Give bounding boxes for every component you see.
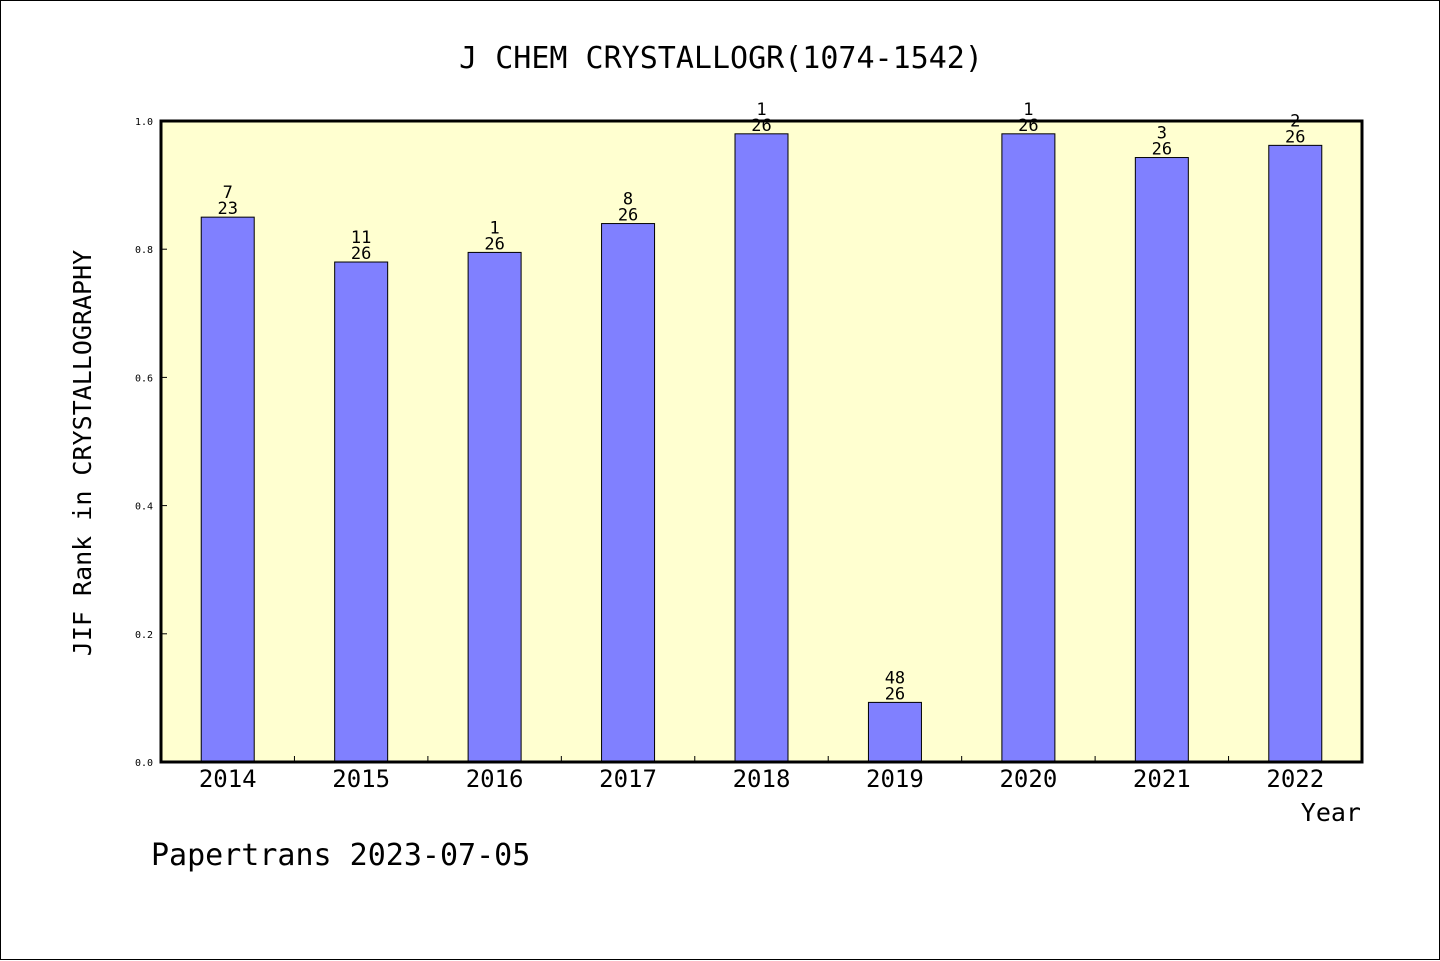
x-axis-ticks: 2014 2015 2016 2017 2018 2019 2020 2021 2022 — [199, 756, 1324, 793]
rank-label: 1 — [489, 218, 499, 238]
total-label: 26 — [351, 244, 371, 264]
total-label: 26 — [1285, 127, 1305, 147]
bar-2017 — [601, 223, 656, 763]
total-label: 23 — [217, 199, 237, 219]
total-label: 26 — [885, 684, 905, 704]
x-axis-label: Year — [1301, 798, 1361, 827]
x-tick-label: 2016 — [466, 765, 524, 793]
y-tick-label: 0.8 — [135, 245, 153, 256]
plot-border — [159, 119, 1364, 764]
bar-2020 — [1001, 133, 1056, 763]
x-tick-label: 2021 — [1133, 765, 1191, 793]
rank-label: 11 — [351, 228, 371, 248]
bar-2019 — [867, 701, 922, 763]
total-label: 26 — [618, 206, 638, 226]
bar-2021 — [1134, 157, 1189, 763]
footer-stamp: Papertrans 2023-07-05 — [151, 838, 530, 873]
x-tick-label: 2017 — [599, 765, 657, 793]
bar-2015 — [334, 261, 389, 763]
chart-title: J CHEM CRYSTALLOGR(1074-1542) — [459, 41, 983, 76]
bar-2018 — [734, 133, 789, 763]
bars-group — [200, 133, 1323, 763]
y-axis-label: JIF Rank in CRYSTALLOGRAPHY — [68, 250, 97, 656]
total-label: 26 — [1018, 116, 1038, 136]
rank-label: 3 — [1157, 124, 1167, 144]
x-tick-label: 2015 — [332, 765, 390, 793]
total-label: 26 — [1152, 140, 1172, 160]
x-tick-label: 2022 — [1266, 765, 1324, 793]
y-tick-label: 0.6 — [135, 373, 153, 384]
y-tick-label: 0.0 — [135, 758, 153, 769]
rank-label: 1 — [756, 100, 766, 120]
y-tick-label: 0.4 — [135, 502, 153, 513]
x-tick-label: 2018 — [733, 765, 791, 793]
rank-label: 7 — [223, 183, 233, 203]
rank-label: 1 — [1023, 100, 1033, 120]
y-tick-label: 1.0 — [135, 117, 153, 128]
total-label: 26 — [484, 234, 504, 254]
total-label: 26 — [751, 116, 771, 136]
y-tick-label: 0.2 — [135, 630, 153, 641]
bar-2014 — [200, 216, 255, 763]
x-tick-label: 2019 — [866, 765, 924, 793]
rank-label: 48 — [885, 668, 905, 688]
bar-2016 — [467, 251, 522, 763]
bar-2022 — [1268, 144, 1323, 763]
x-tick-label: 2014 — [199, 765, 257, 793]
rank-label: 8 — [623, 190, 633, 210]
x-tick-label: 2020 — [999, 765, 1057, 793]
